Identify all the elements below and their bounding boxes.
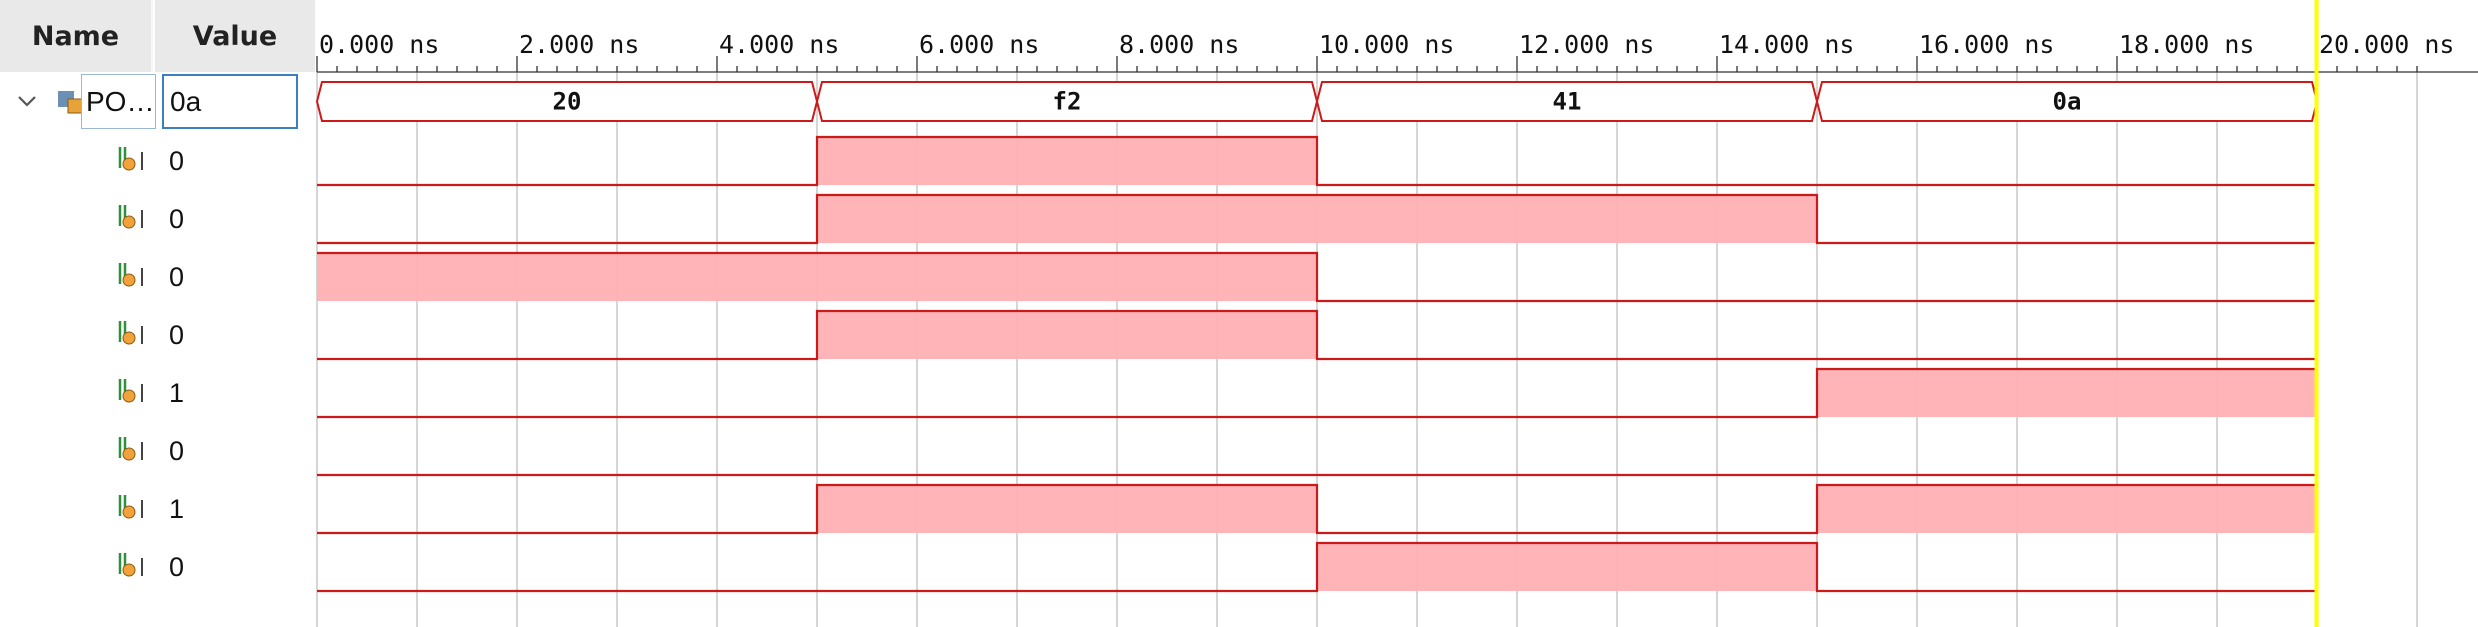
signal-value[interactable]: 1 <box>169 494 185 524</box>
name-column-header[interactable]: Name <box>0 0 153 72</box>
bus-segment-label: 20 <box>553 88 582 116</box>
signal-bit-icon <box>118 263 143 287</box>
signal-waveform[interactable] <box>317 135 2317 187</box>
signal-high-fill <box>1317 543 1817 591</box>
signal-waveform[interactable] <box>317 251 2317 303</box>
signal-value[interactable]: 0 <box>169 204 185 234</box>
time-tick-label: 16.000 ns <box>1919 30 2054 59</box>
signal-bit-icon <box>118 553 143 577</box>
time-tick-label: 8.000 ns <box>1119 30 1239 59</box>
time-tick-label: 18.000 ns <box>2119 30 2254 59</box>
signal-high-fill <box>817 195 1317 243</box>
signal-waveform[interactable] <box>317 367 2317 419</box>
time-tick-label: 2.000 ns <box>519 30 639 59</box>
signal-bit-icon <box>118 495 143 519</box>
signal-high-fill <box>817 137 1317 185</box>
signal-value[interactable]: 0 <box>169 262 185 292</box>
signal-high-fill <box>1817 369 2317 417</box>
bus-segment[interactable] <box>315 81 819 122</box>
bus-segment-label: f2 <box>1053 88 1082 116</box>
bus-segment-label: 41 <box>1553 88 1582 116</box>
bus-segment[interactable] <box>1315 81 1819 122</box>
signal-waveform[interactable] <box>317 193 2317 245</box>
signal-bit-icon <box>118 321 143 345</box>
signal-high-fill <box>817 485 1317 533</box>
time-tick-label: 20.000 ns <box>2319 30 2454 59</box>
signal-high-fill <box>817 253 1317 301</box>
signal-value[interactable]: 0 <box>169 436 185 466</box>
signal-waveform[interactable] <box>317 541 2317 593</box>
time-tick-label: 0.000 ns <box>319 30 439 59</box>
bus-segment[interactable] <box>815 81 1319 122</box>
signal-value[interactable]: 0 <box>169 552 185 582</box>
bus-segment[interactable] <box>1815 81 2319 122</box>
signal-bit-icon <box>118 437 143 461</box>
signal-value[interactable]: 0 <box>169 146 185 176</box>
signal-high-fill <box>817 311 1317 359</box>
signal-waveform[interactable] <box>317 309 2317 361</box>
signal-value[interactable]: 0 <box>169 320 185 350</box>
signal-high-fill <box>1817 485 2317 533</box>
time-tick-label: 14.000 ns <box>1719 30 1854 59</box>
signal-bit-icon <box>118 379 143 403</box>
signal-waveform[interactable] <box>317 483 2317 535</box>
bus-name-cell[interactable]: PO… <box>81 74 156 129</box>
value-column-header[interactable]: Value <box>155 0 315 72</box>
time-tick-label: 4.000 ns <box>719 30 839 59</box>
signal-high-fill <box>317 253 817 301</box>
bus-segment-label: 0a <box>2053 88 2082 116</box>
chevron-down-icon[interactable] <box>14 88 40 114</box>
time-tick-label: 12.000 ns <box>1519 30 1654 59</box>
signal-bit-icon <box>118 205 143 229</box>
signal-high-fill <box>1317 195 1817 243</box>
bus-value-cell[interactable]: 0a <box>162 74 298 129</box>
signal-value[interactable]: 1 <box>169 378 185 408</box>
signal-bit-icon <box>118 147 143 171</box>
time-tick-label: 6.000 ns <box>919 30 1039 59</box>
time-tick-label: 10.000 ns <box>1319 30 1454 59</box>
